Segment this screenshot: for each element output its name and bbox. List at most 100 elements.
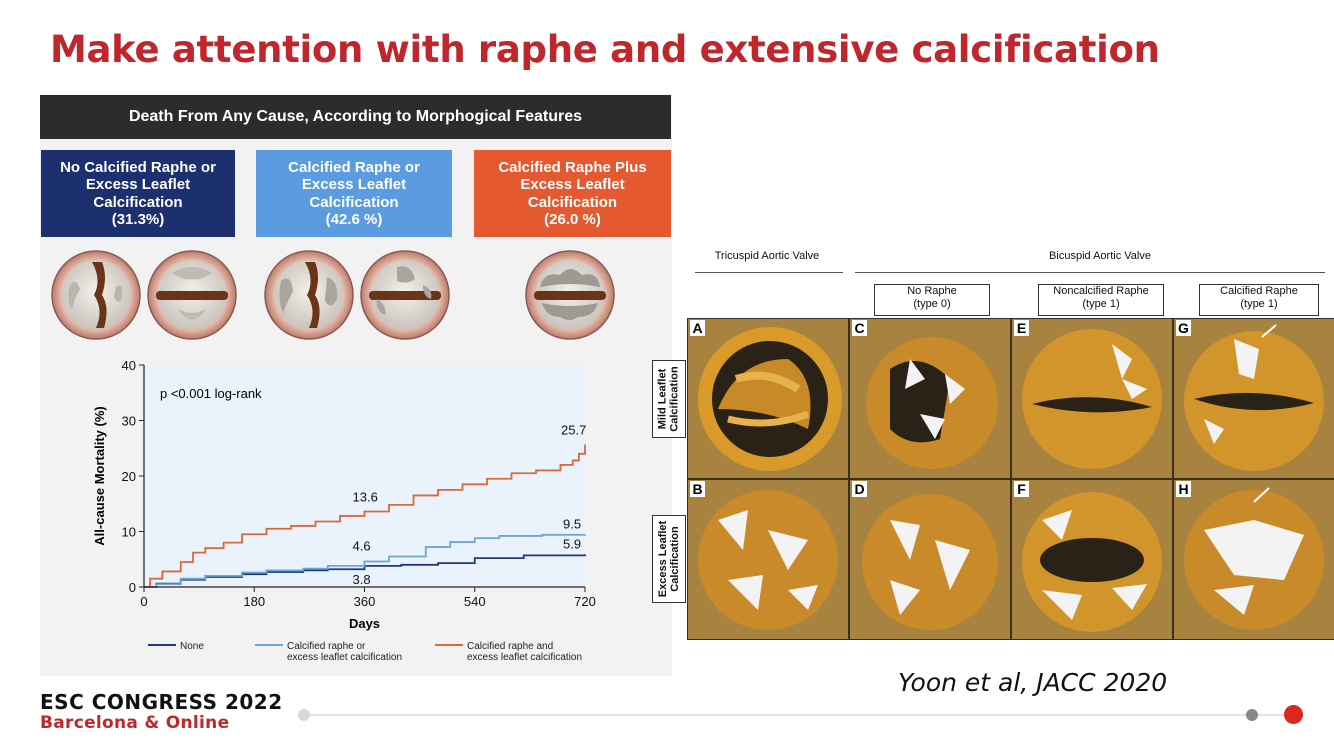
ct-scan-image <box>1174 480 1334 639</box>
legend-label: None <box>180 641 204 652</box>
tick-group: 0 180 360 540 720 0 10 20 30 40 <box>122 358 596 609</box>
column-header-no-raphe: No Raphe (type 0) <box>874 284 990 316</box>
tile-letter: F <box>1014 481 1029 497</box>
row-label-line: Calcification <box>669 366 681 432</box>
category-line: Excess Leaflet <box>301 176 407 193</box>
row-label-line: Calcification <box>669 526 681 592</box>
data-label: 4.6 <box>353 538 371 553</box>
valve-icon <box>51 250 141 340</box>
congress-location: Barcelona & Online <box>40 713 230 733</box>
ct-scan-image <box>850 480 1010 639</box>
tile-letter: H <box>1176 481 1191 497</box>
legend-label-line: Calcified raphe or <box>287 641 366 652</box>
tile-letter: D <box>852 481 867 497</box>
video-progress-track[interactable] <box>302 714 1294 716</box>
category-line: Calcification <box>527 193 618 211</box>
data-label: 3.8 <box>353 572 371 587</box>
divider <box>695 272 843 273</box>
column-header-calcified-raphe: Calcified Raphe (type 1) <box>1199 284 1319 316</box>
ct-image-grid: A C E G <box>687 318 1334 640</box>
y-tick-label: 20 <box>122 469 136 484</box>
ct-scan-image <box>1012 319 1172 478</box>
category-line: Calcified Raphe Plus <box>498 158 647 176</box>
valve-illustrations <box>51 250 615 340</box>
column-header-line: (type 0) <box>913 298 951 310</box>
citation: Yoon et al, JACC 2020 <box>898 668 1168 697</box>
series-line <box>144 533 586 588</box>
ct-image-tile: E <box>1012 319 1172 478</box>
column-header-line: (type 1) <box>1240 298 1278 310</box>
ct-image-tile: F <box>1012 480 1172 639</box>
x-tick-label: 180 <box>243 594 265 609</box>
legend-label-line: Calcified raphe and <box>467 641 553 652</box>
congress-name: ESC CONGRESS 2022 <box>40 690 283 714</box>
divider <box>855 272 1325 273</box>
tile-letter: C <box>852 320 867 336</box>
category-line: Calcified Raphe or <box>288 158 420 176</box>
series-line <box>144 554 586 588</box>
log-rank-annotation: p <0.001 log-rank <box>160 386 262 401</box>
ct-scan-image <box>850 319 1010 478</box>
legend-label: Calcified raphe and excess leaflet calcif… <box>467 641 582 663</box>
row-label-line: Mild Leaflet <box>657 368 669 430</box>
valve-icon <box>264 250 354 340</box>
data-label: 5.9 <box>563 536 581 551</box>
tile-letter: B <box>690 481 705 497</box>
row-label-line: Excess Leaflet <box>657 520 669 598</box>
column-header-line: (type 1) <box>1082 298 1120 310</box>
row-label-excess: Excess Leaflet Calcification <box>652 515 686 603</box>
tile-letter: G <box>1176 320 1191 336</box>
legend-label-line: excess leaflet calcification <box>287 652 402 663</box>
tile-letter: E <box>1014 320 1029 336</box>
progress-knob[interactable] <box>1246 709 1258 721</box>
legend-label-line: excess leaflet calcification <box>467 652 582 663</box>
x-tick-label: 720 <box>574 594 596 609</box>
ct-image-tile: G <box>1174 319 1334 478</box>
record-indicator-dot <box>1284 705 1303 724</box>
category-line: Calcification <box>309 193 399 211</box>
category-line: Excess Leaflet <box>520 176 625 193</box>
x-tick-label: 360 <box>354 594 376 609</box>
row-label-mild: Mild Leaflet Calcification <box>652 360 686 438</box>
column-header-noncalcified-raphe: Noncalcified Raphe (type 1) <box>1038 284 1164 316</box>
category-percent: (31.3%) <box>111 211 165 228</box>
x-tick-label: 0 <box>140 594 147 609</box>
column-header-line: No Raphe <box>907 285 957 297</box>
category-line: Calcification <box>93 193 183 211</box>
series-line <box>144 444 586 588</box>
legend-label: Calcified raphe or excess leaflet calcifi… <box>287 641 402 663</box>
ct-scan-image <box>688 480 848 639</box>
category-percent: (42.6 %) <box>325 211 383 228</box>
valve-icon <box>147 250 237 340</box>
slide-title: Make attention with raphe and extensive … <box>50 28 1160 71</box>
ct-image-tile: D <box>850 480 1010 639</box>
category-percent: (26.0 %) <box>544 211 601 228</box>
group-label-bicuspid: Bicuspid Aortic Valve <box>1049 250 1151 262</box>
y-axis-label: All-cause Mortality (%) <box>92 406 107 545</box>
ct-scan-image <box>1012 480 1172 639</box>
series-group <box>144 444 586 588</box>
ct-scan-image <box>688 319 848 478</box>
ct-image-tile: H <box>1174 480 1334 639</box>
category-box-raphe-plus-excess: Calcified Raphe Plus Excess Leaflet Calc… <box>474 150 671 237</box>
y-tick-label: 30 <box>122 414 136 429</box>
y-tick-label: 10 <box>122 525 136 540</box>
column-header-line: Noncalcified Raphe <box>1053 285 1149 297</box>
group-label-tricuspid: Tricuspid Aortic Valve <box>714 250 820 262</box>
column-header-line: Calcified Raphe <box>1220 285 1298 297</box>
valve-icon <box>525 250 615 340</box>
ct-image-tile: A <box>688 319 848 478</box>
data-label: 13.6 <box>353 490 378 505</box>
data-label: 25.7 <box>561 422 586 437</box>
category-line: No Calcified Raphe or <box>60 158 216 176</box>
x-tick-label: 540 <box>464 594 486 609</box>
legend: None Calcified raphe or excess leaflet cal… <box>148 641 582 663</box>
data-label-group: 25.7 13.6 9.5 5.9 4.6 3.8 <box>353 422 587 587</box>
progress-start-dot <box>298 709 310 721</box>
data-label: 9.5 <box>563 516 581 531</box>
y-tick-label: 0 <box>129 580 136 595</box>
category-box-raphe-or-excess: Calcified Raphe or Excess Leaflet Calcif… <box>256 150 452 237</box>
x-axis-label: Days <box>349 616 380 631</box>
ct-image-tile: B <box>688 480 848 639</box>
valve-icon <box>360 250 450 340</box>
